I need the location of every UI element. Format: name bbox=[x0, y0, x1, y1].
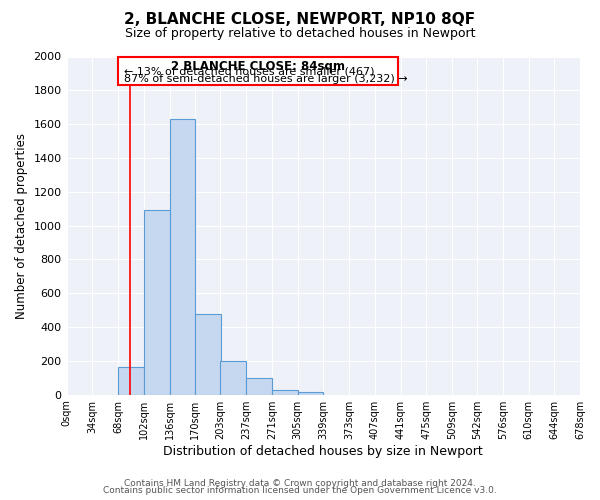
Bar bbox=[144, 210, 170, 394]
Bar bbox=[246, 378, 272, 394]
Text: Size of property relative to detached houses in Newport: Size of property relative to detached ho… bbox=[125, 28, 475, 40]
Text: Contains HM Land Registry data © Crown copyright and database right 2024.: Contains HM Land Registry data © Crown c… bbox=[124, 478, 476, 488]
FancyBboxPatch shape bbox=[118, 56, 398, 85]
Bar bbox=[298, 392, 323, 394]
Bar bbox=[195, 314, 221, 394]
X-axis label: Distribution of detached houses by size in Newport: Distribution of detached houses by size … bbox=[163, 444, 483, 458]
Y-axis label: Number of detached properties: Number of detached properties bbox=[15, 132, 28, 318]
Text: 87% of semi-detached houses are larger (3,232) →: 87% of semi-detached houses are larger (… bbox=[124, 74, 408, 85]
Bar bbox=[272, 390, 298, 394]
Bar bbox=[118, 367, 144, 394]
Text: 2 BLANCHE CLOSE: 84sqm: 2 BLANCHE CLOSE: 84sqm bbox=[171, 60, 345, 72]
Text: ← 13% of detached houses are smaller (467): ← 13% of detached houses are smaller (46… bbox=[124, 66, 374, 76]
Bar bbox=[220, 361, 246, 394]
Text: Contains public sector information licensed under the Open Government Licence v3: Contains public sector information licen… bbox=[103, 486, 497, 495]
Text: 2, BLANCHE CLOSE, NEWPORT, NP10 8QF: 2, BLANCHE CLOSE, NEWPORT, NP10 8QF bbox=[124, 12, 476, 28]
Bar bbox=[170, 119, 195, 394]
